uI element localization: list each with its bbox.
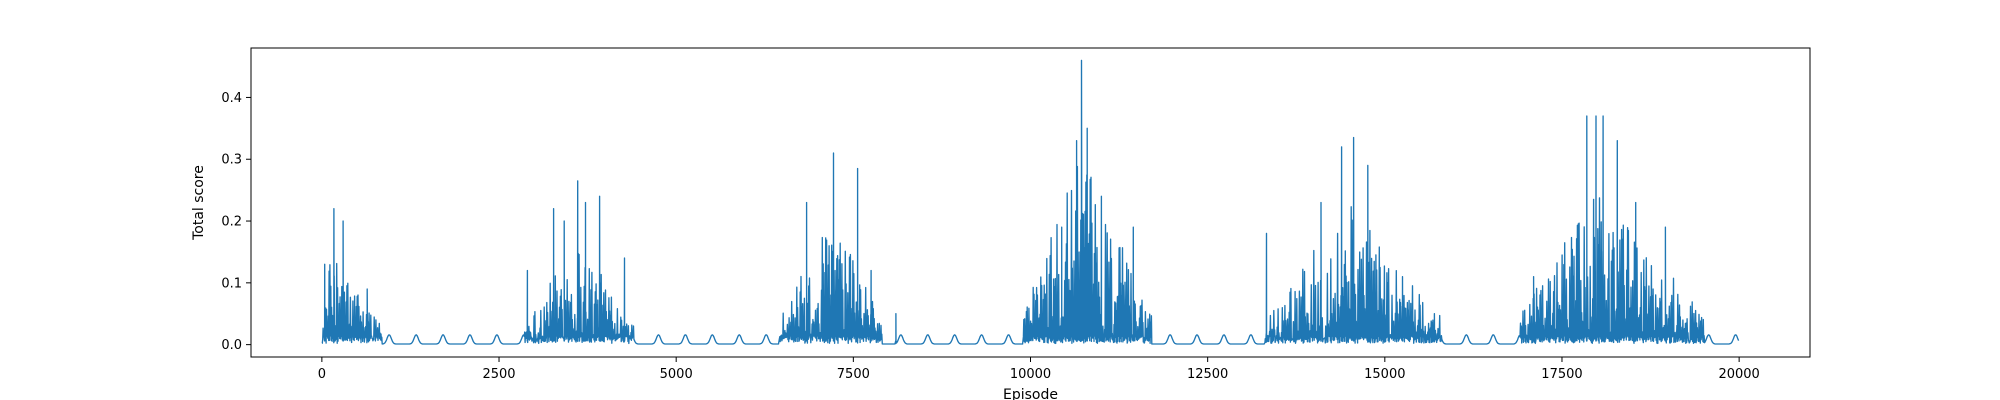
y-tick-label: 0.2 — [221, 215, 242, 230]
y-tick-label: 0.4 — [221, 91, 242, 106]
series-layer — [321, 59, 1740, 345]
x-tick-label: 20000 — [1718, 367, 1759, 382]
x-tick-label: 17500 — [1541, 367, 1582, 382]
x-tick-label: 0 — [318, 367, 326, 382]
x-tick-label: 12500 — [1187, 367, 1228, 382]
x-axis-label: Episode — [1003, 387, 1058, 400]
y-tick-label: 0.3 — [221, 153, 242, 168]
y-tick-label: 0.1 — [221, 276, 242, 291]
y-axis-label: Total score — [191, 165, 207, 241]
plot-frame — [250, 47, 1811, 358]
x-tick-label: 15000 — [1364, 367, 1405, 382]
x-tick-label: 7500 — [837, 367, 870, 382]
y-tick-label: 0.0 — [221, 338, 242, 353]
x-tick-label: 10000 — [1010, 367, 1051, 382]
series-line — [321, 59, 1740, 345]
x-tick-label: 2500 — [482, 367, 515, 382]
x-tick-label: 5000 — [660, 367, 693, 382]
y-axis: 0.0 0.1 0.2 0.3 0.4 — [221, 91, 251, 353]
x-axis: 0 2500 5000 7500 10000 12500 15000 17500 20000 — [318, 357, 1760, 382]
